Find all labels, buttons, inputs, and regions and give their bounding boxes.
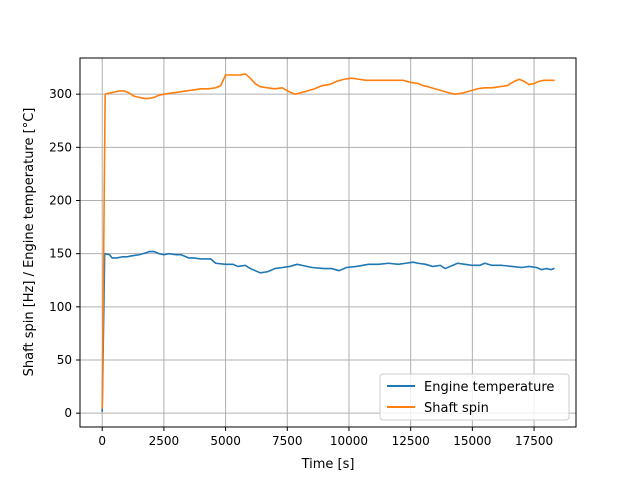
legend: Engine temperature Shaft spin (379, 373, 570, 421)
y-tick-label: 150 (49, 247, 72, 261)
y-tick-label: 250 (49, 140, 72, 154)
x-tick-label: 12500 (392, 434, 430, 448)
y-tick-label: 50 (57, 353, 72, 367)
x-tick-label: 5000 (210, 434, 241, 448)
y-tick-label: 300 (49, 87, 72, 101)
series-lines (101, 73, 555, 412)
x-axis-label: Time [s] (301, 457, 355, 472)
x-tick-label: 15000 (453, 434, 491, 448)
y-axis-label: Shaft spin [Hz] / Engine temperature [°C… (22, 108, 37, 377)
legend-label-engine-temperature: Engine temperature (424, 380, 554, 395)
legend-box (379, 373, 570, 421)
grid-lines (80, 58, 576, 427)
axes: 0 2500 5000 7500 10000 12500 15000 17500 0 50 100 1… (49, 87, 553, 448)
y-tick-label: 0 (64, 406, 72, 420)
x-tick-label: 10000 (330, 434, 368, 448)
series-line-shaft-spin (101, 73, 555, 409)
x-tick-label: 17500 (515, 434, 553, 448)
plot-frame (79, 57, 577, 428)
x-tick-label: 2500 (149, 434, 180, 448)
x-tick-label: 0 (98, 434, 106, 448)
y-tick-label: 100 (49, 300, 72, 314)
x-tick-label: 7500 (272, 434, 303, 448)
y-tick-label: 200 (49, 193, 72, 207)
series-line-engine-temperature (101, 250, 555, 412)
legend-label-shaft-spin: Shaft spin (424, 401, 489, 416)
